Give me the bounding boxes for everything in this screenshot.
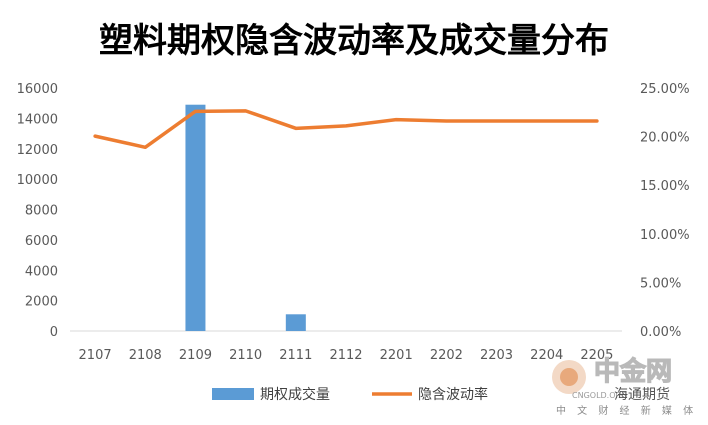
left-tick-label: 12000 <box>17 143 58 158</box>
right-tick-label: 15.00% <box>640 179 690 194</box>
category-tick-label: 2109 <box>179 348 212 363</box>
legend: 期权成交量 隐含波动率 <box>212 386 488 403</box>
left-tick-label: 14000 <box>17 112 58 127</box>
volume-bar <box>185 104 206 331</box>
category-tick-label: 2205 <box>580 348 613 363</box>
iv-line <box>93 109 599 150</box>
right-tick-label: 10.00% <box>640 228 690 243</box>
right-tick-label: 5.00% <box>640 276 681 291</box>
left-tick-label: 6000 <box>25 234 58 249</box>
category-tick-label: 2108 <box>129 348 162 363</box>
legend-swatch-bar <box>212 388 254 400</box>
category-tick-label: 2107 <box>79 348 112 363</box>
left-tick-label: 16000 <box>17 82 58 97</box>
right-tick-label: 25.00% <box>640 82 690 97</box>
right-tick-label: 20.00% <box>640 131 690 146</box>
left-tick-label: 8000 <box>25 204 58 219</box>
category-tick-label: 2201 <box>380 348 413 363</box>
chart-title: 塑料期权隐含波动率及成交量分布 <box>99 21 609 61</box>
watermark-source: 海通期货 <box>614 386 670 403</box>
left-tick-label: 2000 <box>25 295 58 310</box>
volume-bar <box>285 314 306 331</box>
volume-bars <box>185 104 306 331</box>
category-tick-label: 2202 <box>430 348 463 363</box>
left-axis-ticks: 0 2000 4000 6000 8000 10000 12000 14000 16000 <box>17 82 58 340</box>
right-axis-ticks: 0.00% 5.00% 10.00% 15.00% 20.00% 25.00% <box>640 82 690 340</box>
category-tick-label: 2110 <box>229 348 262 363</box>
category-tick-label: 2111 <box>279 348 312 363</box>
legend-label-bar: 期权成交量 <box>260 386 330 403</box>
legend-label-line: 隐含波动率 <box>418 386 488 403</box>
iv-line-layer <box>93 109 599 150</box>
watermark-logo-text: 中金网 <box>594 356 672 387</box>
category-tick-label: 2203 <box>480 348 513 363</box>
watermark-domain: CNGOLD.ORG <box>572 391 627 400</box>
category-axis-ticks: 2107 2108 2109 2110 2111 2112 2201 2202 2203 2204… <box>79 348 614 363</box>
right-tick-label: 0.00% <box>640 325 681 340</box>
watermark: 中金网 CNGOLD.ORG 海通期货 中 文 财 经 新 媒 体 <box>552 355 697 417</box>
watermark-subtitle: 中 文 财 经 新 媒 体 <box>556 404 697 417</box>
left-tick-label: 0 <box>50 325 58 340</box>
watermark-logo-core-icon <box>560 368 578 386</box>
left-tick-label: 10000 <box>17 173 58 188</box>
left-tick-label: 4000 <box>25 264 58 279</box>
category-tick-label: 2204 <box>530 348 563 363</box>
category-tick-label: 2112 <box>329 348 362 363</box>
